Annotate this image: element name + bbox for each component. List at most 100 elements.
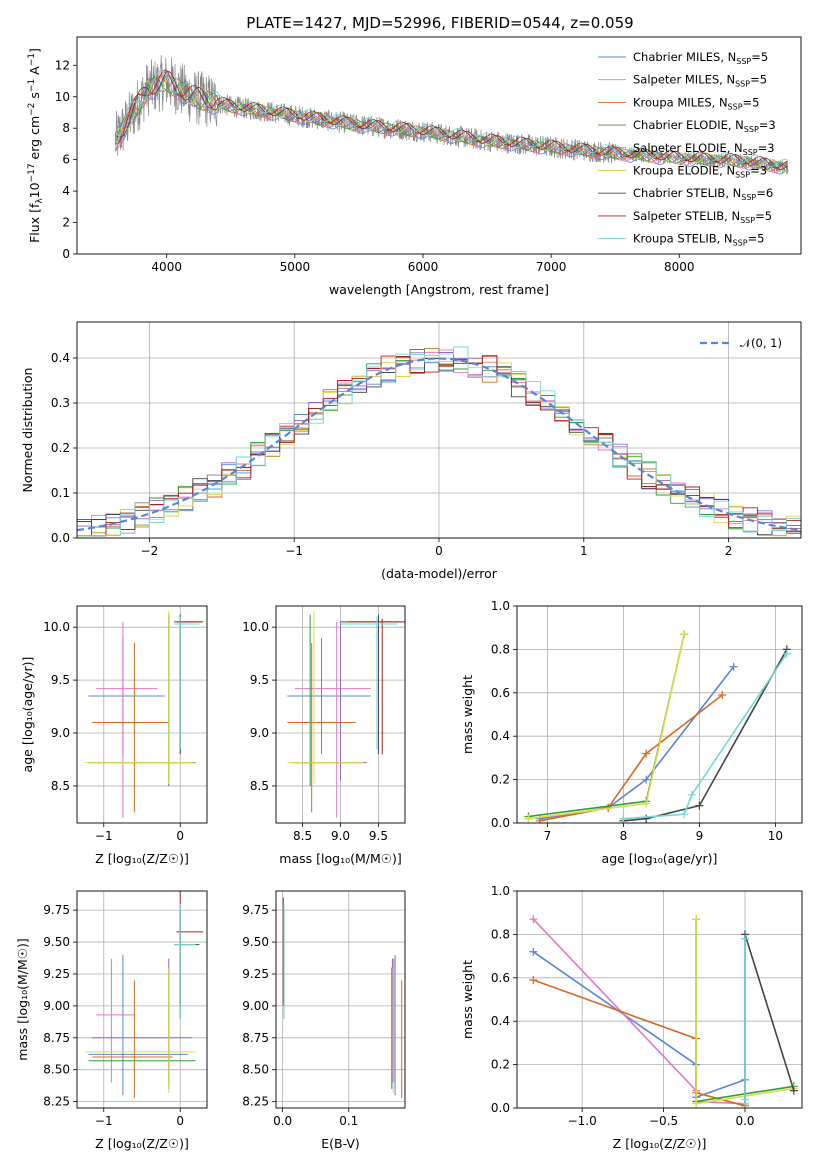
y-tick-label: 0.2 [491, 1058, 510, 1072]
x-axis-label: mass [log₁₀(M/M☉)] [279, 851, 401, 866]
x-tick-label: 0.1 [339, 1114, 358, 1128]
y-tick-label: 1.0 [491, 599, 510, 613]
y-axis-label: mass [log₁₀(M/M☉)] [15, 938, 30, 1060]
residuals-frame [76, 321, 802, 539]
y-tick-label: 0.2 [51, 441, 70, 455]
model-spectrum-line [115, 78, 788, 173]
x-tick-label: −1.0 [568, 1114, 597, 1128]
x-tick-label: 7000 [536, 260, 567, 274]
x-axis-label: Z [log₁₀(Z/Z☉)] [95, 851, 189, 866]
x-tick-label: 0.0 [273, 1114, 292, 1128]
x-tick-label: 8000 [664, 260, 695, 274]
legend-label: Salpeter MILES, NSSP=5 [633, 73, 767, 89]
y-tick-label: 9.75 [43, 903, 70, 917]
y-tick-label: 9.25 [43, 967, 70, 981]
y-tick-label: 0.4 [51, 351, 70, 365]
x-tick-label: 8 [620, 829, 628, 843]
superscript: −1 [27, 53, 37, 66]
y-tick-label: 10.0 [43, 620, 70, 634]
y-tick-label: 0.6 [491, 686, 510, 700]
mass-weight-marker [642, 799, 651, 808]
y-tick-label: 1.0 [491, 884, 510, 898]
age_vs_mass-frame [275, 605, 406, 824]
x-tick-label: 1 [580, 544, 588, 558]
y-tick-label: 0.3 [51, 396, 70, 410]
y-tick-label: 0.6 [491, 971, 510, 985]
y-tick-label: 0.2 [491, 773, 510, 787]
y-tick-label: 9.5 [51, 673, 70, 687]
spectrum-frame [76, 36, 802, 255]
legend-value: =5 [743, 95, 760, 109]
model-spectrum-line [115, 74, 788, 174]
text: 10 [27, 182, 42, 198]
x-axis-label: (data-model)/error [381, 566, 498, 581]
legend-label: Kroupa STELIB, NSSP=5 [633, 232, 764, 248]
mass-weight-marker [529, 975, 538, 984]
y-tick-label: 8.50 [43, 1063, 70, 1077]
y-tick-label: 9.00 [242, 999, 269, 1013]
mass-weight-marker [741, 1095, 749, 1104]
residual-legend: 𝒩(0, 1) [700, 336, 782, 350]
x-tick-label: 2 [725, 544, 733, 558]
y-axis-label: Flux [fλ10−17 erg cm−2 s−1 A−1] [27, 48, 45, 243]
mass_weight_vs_Z-axes: −1.0 −0.5 0.0 0.0 0.2 0.4 0.6 0.8 1.0 [491, 884, 802, 1128]
mass-weight-marker [642, 775, 651, 784]
x-tick-label: 8.5 [293, 829, 312, 843]
y-axis-label: mass weight [460, 960, 475, 1039]
mass-weight-line [532, 918, 746, 1105]
mass_vs_EBV-axes: 0.0 0.1 8.25 8.50 8.75 9.00 9.25 9.50 9.75 [242, 891, 405, 1128]
y-tick-label: 0.4 [491, 729, 510, 743]
legend-subscript: SSP [741, 193, 756, 202]
legend-value: =3 [758, 141, 775, 155]
mass_vs_Z-data [84, 891, 204, 1098]
age_vs_mass-data [287, 611, 405, 818]
mass-weight-line [623, 649, 788, 822]
text: erg cm [27, 116, 42, 164]
superscript: −17 [27, 163, 37, 182]
mass_vs_EBV-data [282, 897, 403, 1098]
y-tick-label: 8.25 [43, 1095, 70, 1109]
age_vs_Z-frame [76, 605, 208, 824]
y-tick-label: 9.0 [250, 726, 269, 740]
mass-weight-marker [524, 814, 533, 823]
y-tick-label: 8.5 [51, 779, 70, 793]
superscript: −1 [27, 79, 37, 92]
legend-label: Salpeter ELODIE, NSSP=3 [633, 141, 775, 157]
y-tick-label: 8.75 [242, 1031, 269, 1045]
mass-weight-marker [692, 915, 701, 924]
x-tick-label: 7 [544, 829, 552, 843]
text: A [27, 66, 42, 79]
y-tick-label: 9.00 [43, 999, 70, 1013]
mass-weight-line [533, 979, 746, 1107]
x-tick-label: 4000 [151, 260, 182, 274]
text: ] [27, 48, 42, 53]
x-axis-label: Z [log₁₀(Z/Z☉)] [95, 1136, 189, 1151]
y-tick-label: 0 [62, 247, 70, 261]
x-tick-label: −1 [95, 1114, 113, 1128]
legend-subscript: SSP [735, 171, 750, 180]
y-tick-label: 8.5 [250, 779, 269, 793]
mass_weight_vs_age-frame [516, 605, 803, 824]
legend-value: =5 [755, 209, 772, 223]
y-tick-label: 8.75 [43, 1031, 70, 1045]
mass-weight-line [532, 951, 746, 1099]
age_vs_Z-axes: −1 0 8.5 9.0 9.5 10.0 [43, 606, 207, 843]
y-tick-label: 4 [62, 184, 70, 198]
superscript: −2 [27, 103, 37, 116]
mass-weight-marker [642, 749, 651, 758]
mass-weight-marker [642, 814, 651, 823]
x-tick-label: 0.0 [735, 1114, 754, 1128]
y-tick-label: 8.50 [242, 1063, 269, 1077]
y-tick-label: 0.4 [491, 1014, 510, 1028]
residual-histogram [77, 346, 801, 537]
legend-label: Chabrier ELODIE, NSSP=3 [633, 118, 776, 134]
legend-value: =5 [750, 73, 767, 87]
mass-weight-marker [789, 1086, 798, 1095]
model-spectrum-line [115, 69, 788, 169]
mass_vs_Z-axes: −1 0 8.25 8.50 8.75 9.00 9.25 9.50 9.75 [43, 891, 207, 1128]
y-tick-label: 9.75 [242, 903, 269, 917]
mass_weight_vs_Z-frame [516, 890, 803, 1109]
mass-weight-line [744, 934, 795, 1104]
